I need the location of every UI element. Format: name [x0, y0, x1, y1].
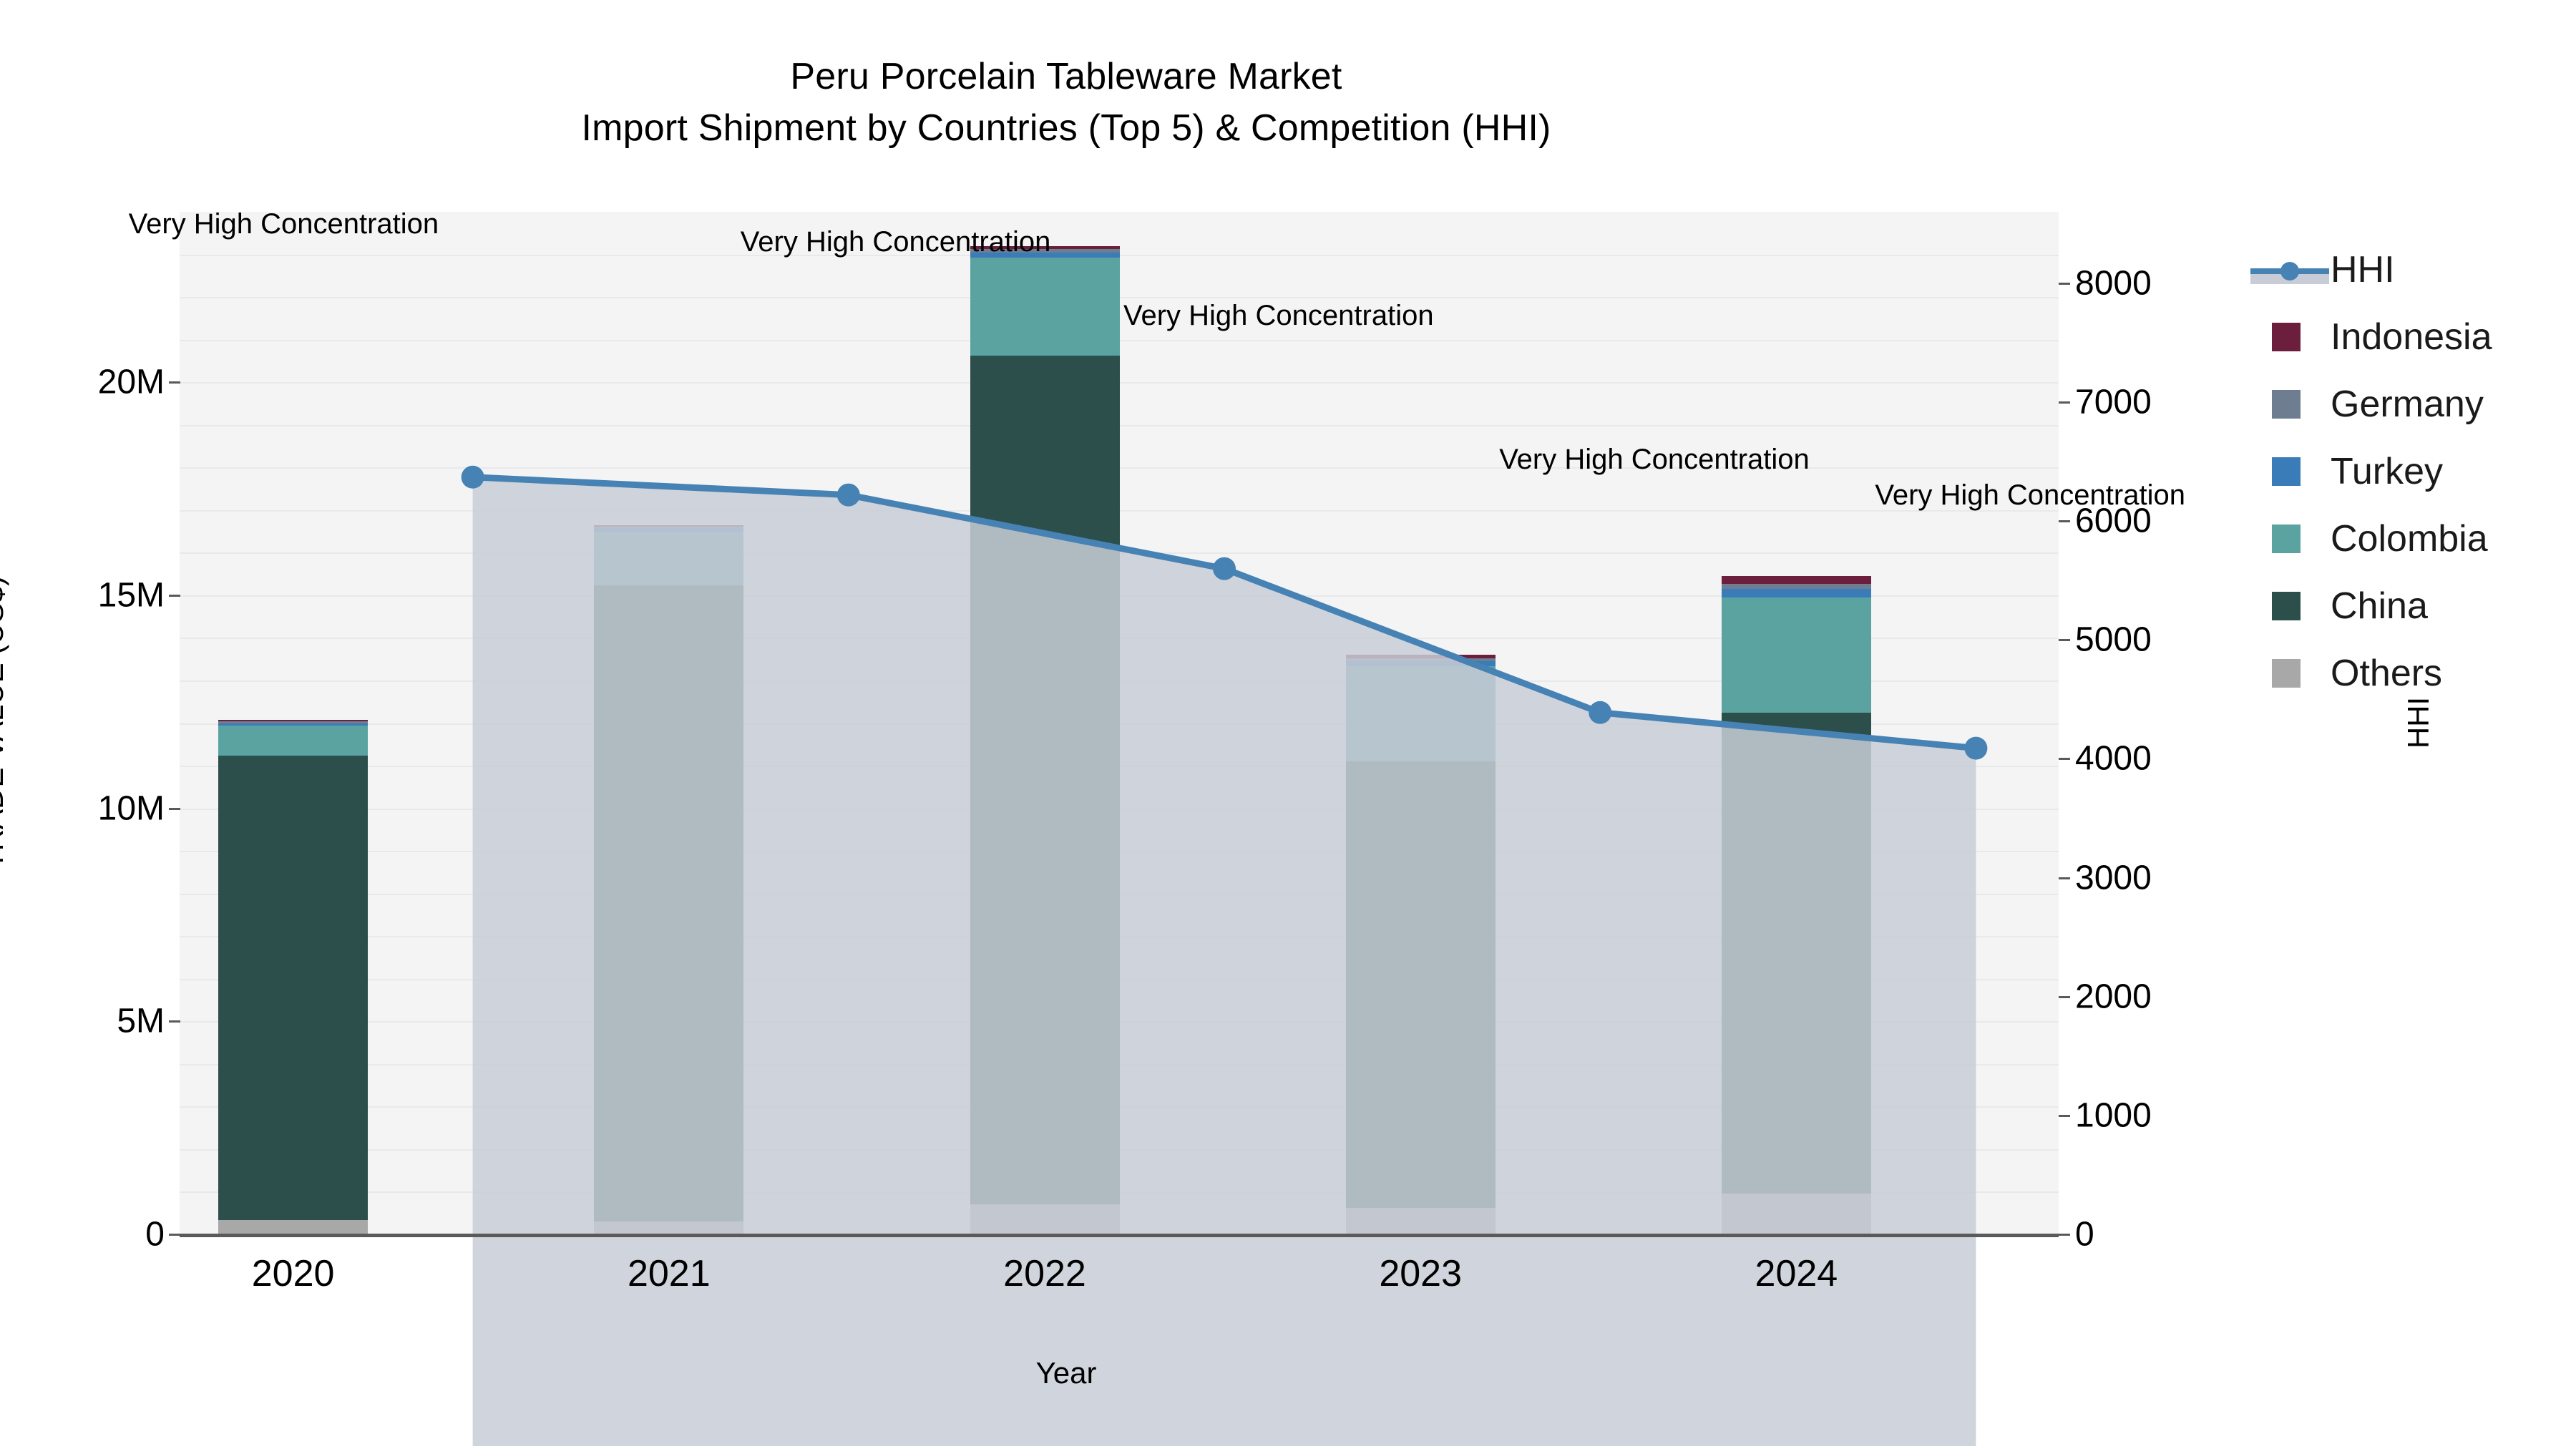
legend-swatch-china — [2272, 592, 2301, 620]
x-axis-line — [180, 1234, 2059, 1237]
x-axis-title: Year — [1035, 1356, 1097, 1390]
legend-label-others: Others — [2331, 653, 2443, 694]
legend-swatch-others — [2272, 659, 2301, 688]
x-tick-label-2022: 2022 — [1003, 1253, 1086, 1294]
legend-label-china: China — [2331, 585, 2428, 627]
legend-item-indonesia[interactable]: Indonesia — [2272, 303, 2572, 371]
bar-group-2020[interactable] — [218, 212, 369, 1234]
y-left-tick-mark — [169, 594, 180, 597]
y-left-tick-label: 20M — [97, 363, 165, 401]
y-right-tick-label: 5000 — [2075, 620, 2152, 659]
x-tick-label-2024: 2024 — [1755, 1253, 1838, 1294]
hhi-marker-2020[interactable] — [461, 465, 484, 489]
y-right-tick-label: 0 — [2075, 1215, 2094, 1254]
y-axis-left-title: TRADE VALUE (US$) — [0, 576, 9, 869]
legend: HHI Indonesia Germany Turkey Colombia China Ot… — [2250, 236, 2572, 707]
bar-segment-others-2020[interactable] — [218, 1220, 369, 1234]
y-right-tick-label: 4000 — [2075, 739, 2152, 778]
legend-item-germany[interactable]: Germany — [2272, 371, 2572, 438]
x-tick-label-2021: 2021 — [627, 1253, 711, 1294]
legend-item-turkey[interactable]: Turkey — [2272, 438, 2572, 505]
bar-segment-indonesia-2022[interactable] — [970, 245, 1120, 250]
y-right-tick-mark — [2059, 758, 2070, 761]
y-right-tick-mark — [2059, 639, 2070, 642]
x-tick-label-2020: 2020 — [251, 1253, 335, 1294]
legend-label-indonesia: Indonesia — [2331, 316, 2492, 358]
chart-title-line-2: Import Shipment by Countries (Top 5) & C… — [581, 107, 1551, 149]
legend-item-hhi[interactable]: HHI — [2250, 236, 2572, 303]
bar-segment-colombia-2022[interactable] — [970, 257, 1120, 356]
y-left-tick-mark — [169, 1234, 180, 1236]
y-left-tick-label: 10M — [97, 789, 165, 828]
legend-item-china[interactable]: China — [2272, 572, 2572, 640]
legend-label-colombia: Colombia — [2331, 518, 2488, 560]
hhi-area-fill — [472, 477, 1976, 1447]
y-right-tick-label: 7000 — [2075, 383, 2152, 421]
legend-label-germany: Germany — [2331, 384, 2484, 425]
bar-segment-turkey-2024[interactable] — [1721, 588, 1871, 597]
bar-segment-colombia-2020[interactable] — [218, 726, 369, 756]
annotation-2022: Very High Concentration — [1123, 299, 1434, 331]
y-right-tick-mark — [2059, 995, 2070, 998]
y-right-tick-mark — [2059, 1234, 2070, 1236]
bar-segment-germany-2024[interactable] — [1721, 584, 1871, 589]
bar-segment-colombia-2024[interactable] — [1721, 597, 1871, 713]
bar-segment-turkey-2022[interactable] — [970, 252, 1120, 258]
x-tick-label-2023: 2023 — [1379, 1253, 1463, 1294]
y-right-tick-mark — [2059, 877, 2070, 879]
legend-swatch-turkey — [2272, 457, 2301, 486]
y-left-tick-mark — [169, 381, 180, 384]
y-right-tick-mark — [2059, 1114, 2070, 1117]
plot-area — [180, 212, 2059, 1447]
y-left-tick-mark — [169, 807, 180, 810]
hhi-marker-2023[interactable] — [1589, 701, 1612, 724]
legend-swatch-colombia — [2272, 525, 2301, 553]
bar-segment-indonesia-2024[interactable] — [1721, 576, 1871, 585]
hhi-marker-2022[interactable] — [1213, 557, 1236, 580]
legend-label-hhi: HHI — [2331, 249, 2395, 291]
y-right-tick-mark — [2059, 282, 2070, 285]
legend-item-colombia[interactable]: Colombia — [2272, 505, 2572, 572]
legend-swatch-indonesia — [2272, 323, 2301, 351]
y-right-tick-label: 1000 — [2075, 1096, 2152, 1135]
legend-swatch-germany — [2272, 390, 2301, 419]
y-right-tick-label: 6000 — [2075, 502, 2152, 540]
y-right-tick-mark — [2059, 520, 2070, 523]
bar-segment-turkey-2020[interactable] — [218, 723, 369, 726]
bar-segment-germany-2020[interactable] — [218, 721, 369, 723]
legend-label-turkey: Turkey — [2331, 451, 2443, 492]
annotation-2023: Very High Concentration — [1499, 443, 1810, 475]
legend-line-marker-icon — [2250, 255, 2329, 284]
y-left-tick-label: 0 — [145, 1215, 165, 1254]
annotation-2024: Very High Concentration — [1875, 479, 2185, 511]
y-right-tick-label: 8000 — [2075, 264, 2152, 303]
hhi-marker-2024[interactable] — [1964, 736, 1988, 760]
y-right-tick-mark — [2059, 401, 2070, 404]
legend-item-others[interactable]: Others — [2272, 640, 2572, 707]
y-left-tick-mark — [169, 1020, 180, 1023]
bar-segment-indonesia-2020[interactable] — [218, 720, 369, 722]
y-left-tick-label: 15M — [97, 576, 165, 615]
y-left-tick-label: 5M — [117, 1002, 165, 1040]
hhi-series — [461, 465, 1988, 1447]
annotation-2021: Very High Concentration — [740, 225, 1051, 258]
annotation-2020: Very High Concentration — [128, 208, 439, 240]
chart-title-line-1: Peru Porcelain Tableware Market — [790, 56, 1342, 97]
y-right-tick-label: 2000 — [2075, 977, 2152, 1016]
bar-segment-germany-2022[interactable] — [970, 249, 1120, 253]
hhi-marker-2021[interactable] — [836, 483, 860, 507]
chart-title: Peru Porcelain Tableware Market Import S… — [0, 52, 2132, 155]
y-right-tick-label: 3000 — [2075, 859, 2152, 897]
bar-segment-china-2020[interactable] — [218, 755, 369, 1221]
